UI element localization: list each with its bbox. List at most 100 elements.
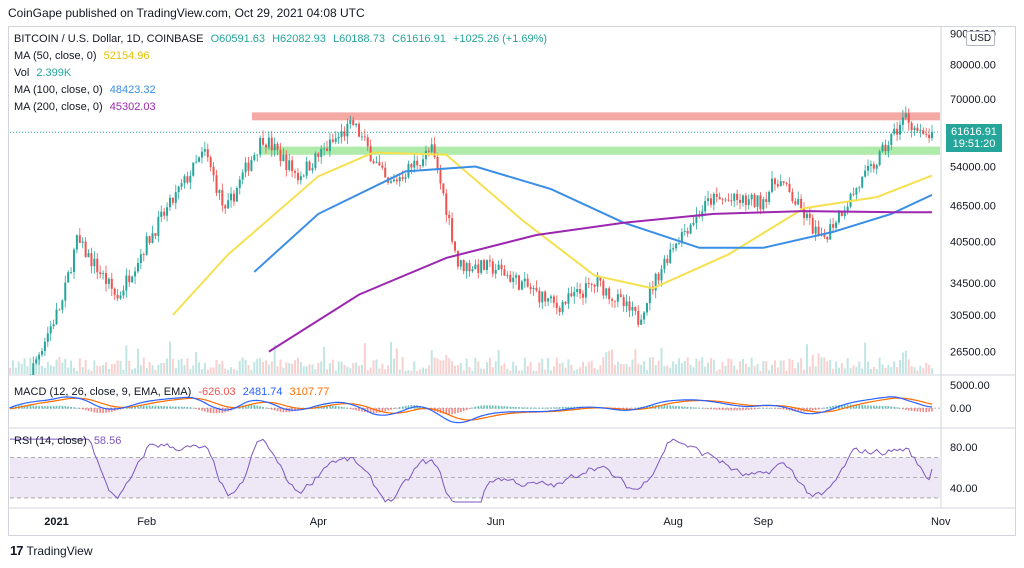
volume-bar — [35, 358, 38, 374]
volume-bar — [459, 362, 462, 374]
macd-histogram-bar — [358, 408, 360, 412]
volume-bar — [375, 359, 378, 374]
ma200-legend[interactable]: MA (200, close, 0) 45302.03 — [14, 101, 156, 113]
candle-body — [317, 153, 320, 157]
candle-body — [689, 224, 692, 234]
ma100-legend[interactable]: MA (100, close, 0) 48423.32 — [14, 84, 156, 96]
macd-histogram-bar — [878, 405, 881, 409]
macd-hist-value: -626.03 — [198, 386, 236, 398]
volume-bar — [474, 357, 477, 374]
volume-bar — [733, 365, 736, 374]
volume-bar — [451, 361, 454, 374]
volume-bar — [832, 368, 835, 374]
candle-body — [390, 181, 393, 183]
volume-bar — [55, 359, 58, 374]
candle-body — [410, 164, 413, 168]
candle-body — [468, 263, 471, 272]
resistance-zone — [252, 112, 940, 121]
candle-body — [837, 212, 840, 223]
macd-histogram-bar — [76, 407, 78, 409]
candle-body — [648, 286, 651, 304]
macd-histogram-bar — [52, 406, 55, 409]
volume-bar — [523, 357, 526, 374]
macd-histogram-bar — [817, 408, 820, 410]
candle-body — [753, 194, 756, 207]
volume-bar — [46, 362, 49, 374]
macd-histogram-bar — [526, 407, 529, 409]
macd-legend[interactable]: MACD (12, 26, close, 9, EMA, EMA) -626.0… — [14, 386, 329, 398]
macd-histogram-bar — [910, 408, 913, 411]
volume-bar — [320, 361, 323, 374]
macd-histogram-bar — [451, 408, 453, 415]
volume-bar — [517, 370, 520, 374]
candle-body — [340, 131, 343, 137]
candle-body — [907, 113, 910, 123]
volume-bar — [712, 359, 715, 374]
candle-body — [701, 211, 704, 217]
candle-body — [523, 278, 526, 282]
volume-bar — [145, 368, 148, 374]
macd-histogram-bar — [201, 408, 203, 411]
volume-bar — [823, 357, 826, 374]
candle-body — [887, 145, 890, 152]
candle-body — [244, 162, 247, 173]
volume-bar — [436, 358, 439, 374]
macd-histogram-bar — [381, 408, 384, 412]
candle-body — [448, 214, 451, 219]
macd-histogram-bar — [861, 405, 863, 409]
candle-body — [512, 277, 515, 282]
candle-body — [803, 208, 806, 219]
candle-body — [398, 177, 401, 182]
volume-bar — [538, 362, 541, 374]
candle-body — [587, 283, 590, 285]
candle-body — [526, 278, 529, 287]
rsi-legend[interactable]: RSI (14, close) 58.56 — [14, 435, 121, 447]
vol-legend[interactable]: Vol 2.399K — [14, 67, 71, 79]
candle-body — [308, 161, 311, 171]
candle-body — [235, 188, 238, 202]
candle-body — [320, 148, 323, 157]
candle-body — [535, 287, 538, 291]
candle-body — [442, 183, 445, 194]
candle-body — [779, 181, 782, 187]
volume-bar — [805, 344, 808, 374]
macd-histogram-bar — [140, 405, 142, 409]
volume-bar — [503, 363, 506, 374]
candle-body — [718, 197, 721, 200]
candle-body — [78, 235, 81, 243]
candle-body — [765, 199, 768, 202]
volume-bar — [390, 341, 393, 374]
macd-histogram-bar — [390, 408, 392, 410]
volume-bar — [741, 358, 744, 374]
macd-histogram-bar — [875, 405, 878, 409]
macd-histogram-bar — [521, 407, 523, 409]
volume-bar — [334, 370, 337, 374]
macd-histogram-bar — [782, 408, 785, 410]
macd-histogram-bar — [902, 408, 904, 410]
symbol-title[interactable]: BITCOIN / U.S. Dollar, 1D, COINBASE — [14, 33, 204, 45]
macd-histogram-bar — [713, 408, 715, 410]
volume-bar — [488, 357, 491, 374]
macd-histogram-bar — [806, 408, 808, 412]
candle-body — [602, 280, 605, 296]
ma50-legend[interactable]: MA (50, close, 0) 52154.96 — [14, 50, 150, 62]
volume-bar — [616, 361, 619, 374]
candle-body — [931, 132, 933, 139]
candle-body — [756, 195, 759, 207]
candle-body — [413, 160, 416, 168]
macd-histogram-bar — [468, 408, 471, 410]
volume-bar — [352, 363, 355, 374]
macd-histogram-bar — [663, 405, 666, 409]
volume-bar — [846, 358, 849, 374]
volume-bar — [826, 361, 829, 374]
volume-bar — [337, 361, 340, 374]
footer-brand[interactable]: 17 TradingView — [10, 543, 93, 558]
candle-body — [110, 278, 113, 289]
currency-button[interactable]: USD — [966, 31, 996, 46]
volume-bar — [916, 370, 919, 374]
macd-histogram-bar — [797, 408, 800, 412]
macd-histogram-bar — [774, 408, 776, 409]
volume-bar — [800, 358, 803, 374]
volume-bar — [358, 365, 361, 374]
